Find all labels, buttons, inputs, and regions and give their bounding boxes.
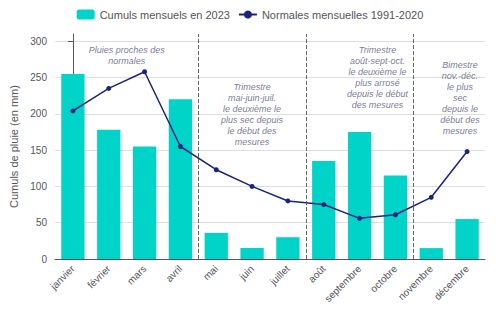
svg-text:octobre: octobre: [368, 263, 400, 295]
svg-text:sec: sec: [453, 93, 468, 103]
svg-text:nov.-déc.: nov.-déc.: [442, 71, 478, 81]
svg-text:Trimestre: Trimestre: [233, 82, 270, 92]
svg-text:Trimestre: Trimestre: [359, 45, 396, 55]
svg-text:200: 200: [30, 108, 47, 119]
svg-text:juin: juin: [236, 263, 255, 282]
svg-text:le plus: le plus: [447, 82, 474, 92]
svg-text:le deuxième le: le deuxième le: [348, 67, 406, 77]
svg-text:septembre: septembre: [322, 263, 363, 304]
svg-text:150: 150: [30, 145, 47, 156]
svg-text:des mesures: des mesures: [352, 100, 404, 110]
svg-text:février: février: [85, 263, 113, 291]
svg-text:mai-juin-juil.: mai-juin-juil.: [228, 93, 276, 103]
svg-text:Bimestre: Bimestre: [442, 60, 478, 70]
svg-text:plus sec depuis: plus sec depuis: [220, 115, 284, 125]
svg-text:mesures: mesures: [443, 126, 478, 136]
svg-text:août: août: [306, 263, 328, 285]
svg-text:100: 100: [30, 181, 47, 192]
svg-text:Normales mensuelles 1991-2020: Normales mensuelles 1991-2020: [262, 9, 423, 21]
svg-text:plus arrosé: plus arrosé: [354, 78, 400, 88]
svg-text:250: 250: [30, 72, 47, 83]
svg-text:50: 50: [36, 217, 48, 228]
svg-text:juillet: juillet: [267, 263, 292, 288]
svg-text:août-sept-oct.: août-sept-oct.: [350, 56, 405, 66]
svg-text:mesures: mesures: [235, 137, 270, 147]
svg-text:300: 300: [30, 36, 47, 47]
svg-text:Cumuls mensuels en 2023: Cumuls mensuels en 2023: [100, 9, 230, 21]
svg-text:0: 0: [41, 254, 47, 265]
svg-text:début des: début des: [440, 115, 480, 125]
svg-text:janvier: janvier: [48, 263, 78, 293]
svg-text:depuis le: depuis le: [442, 104, 478, 114]
svg-text:avril: avril: [164, 263, 185, 284]
svg-text:le deuxième le: le deuxième le: [223, 104, 281, 114]
svg-text:le début des: le début des: [228, 126, 278, 136]
svg-text:depuis le début: depuis le début: [347, 89, 409, 99]
svg-text:normales: normales: [108, 56, 146, 66]
svg-text:mars: mars: [125, 263, 148, 286]
svg-text:Pluies proches des: Pluies proches des: [89, 45, 166, 55]
svg-text:mai: mai: [201, 263, 220, 282]
svg-text:décembre: décembre: [432, 263, 471, 302]
svg-text:Cumuls de pluie (en mm): Cumuls de pluie (en mm): [8, 85, 20, 208]
svg-text:novembre: novembre: [396, 263, 435, 302]
